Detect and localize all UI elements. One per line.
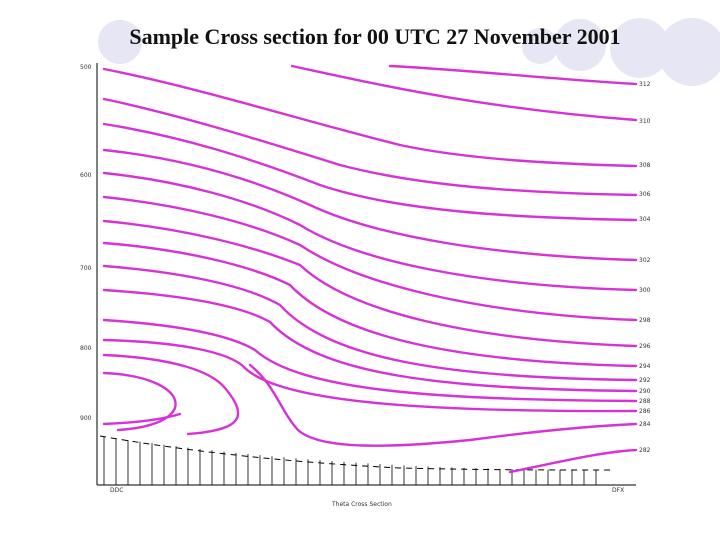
contour-line <box>102 195 638 322</box>
slide-title: Sample Cross section for 00 UTC 27 Novem… <box>129 24 621 49</box>
contour-label-306: 306 <box>639 191 651 198</box>
contour-label-296: 296 <box>639 343 651 350</box>
contour-line <box>102 318 638 403</box>
y-tick-600: 600 <box>80 172 92 179</box>
contour-label-284: 284 <box>639 421 651 428</box>
contour-line <box>102 97 638 197</box>
contour-line <box>102 219 638 348</box>
contour-line <box>102 353 240 436</box>
contour-label-290: 290 <box>639 388 651 395</box>
contour-label-312: 312 <box>639 81 651 88</box>
contour-lines <box>102 64 638 474</box>
terrain-hatching <box>99 435 611 485</box>
contour-label-308: 308 <box>639 162 651 169</box>
contour-labels: 312 310 308 306 304 302 300 298 296 294 … <box>639 81 651 454</box>
y-tick-700: 700 <box>80 265 92 272</box>
contour-line <box>248 363 638 447</box>
contour-line <box>102 122 638 222</box>
contour-label-304: 304 <box>639 216 651 223</box>
contour-line <box>102 288 638 393</box>
x-tick-start: DDC <box>110 487 123 494</box>
contour-label-302: 302 <box>639 257 651 264</box>
contour-label-294: 294 <box>639 363 651 370</box>
y-tick-900: 900 <box>80 415 92 422</box>
contour-line <box>102 264 638 382</box>
contour-line <box>102 171 638 292</box>
contour-label-298: 298 <box>639 317 651 324</box>
y-tick-labels: 500 600 700 800 900 <box>80 64 92 422</box>
contour-label-292: 292 <box>639 377 651 384</box>
contour-line <box>290 64 638 122</box>
contour-line <box>102 67 638 168</box>
terrain-surface-line <box>99 435 611 471</box>
contour-line <box>102 148 638 262</box>
contour-line <box>508 448 638 474</box>
x-tick-end: DFX <box>612 487 624 494</box>
contour-label-310: 310 <box>639 118 651 125</box>
contour-line <box>102 241 638 368</box>
contour-line <box>388 64 638 86</box>
y-tick-500: 500 <box>80 64 92 71</box>
contour-line <box>102 371 177 432</box>
contour-label-300: 300 <box>639 287 651 294</box>
contour-label-288: 288 <box>639 398 651 405</box>
x-axis-label: Theta Cross Section <box>331 501 392 508</box>
contour-line <box>102 412 182 426</box>
contour-label-282: 282 <box>639 447 651 454</box>
contour-label-286: 286 <box>639 408 651 415</box>
y-tick-800: 800 <box>80 345 92 352</box>
